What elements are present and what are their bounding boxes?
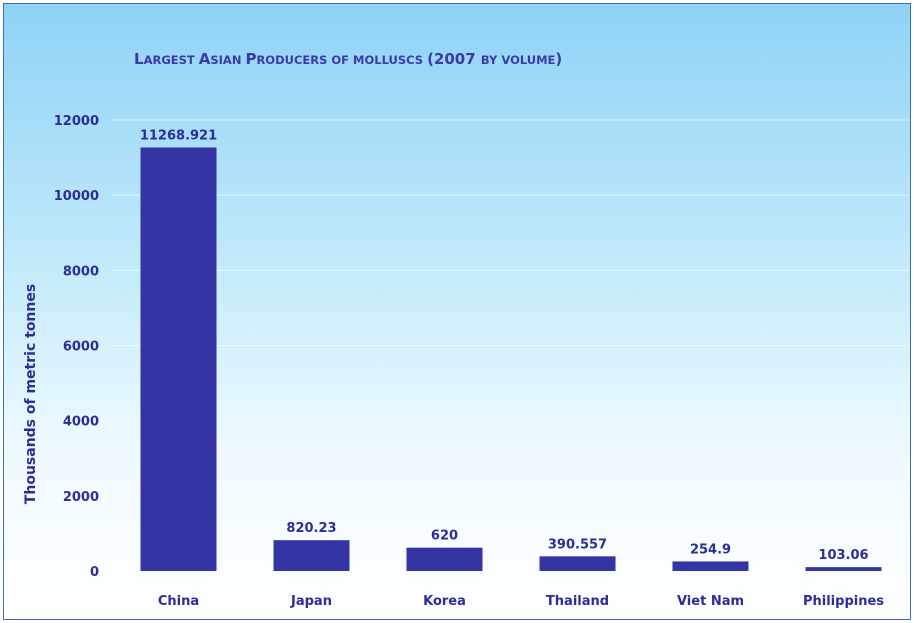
data-label: 103.06: [818, 548, 868, 563]
y-tick-label: 0: [90, 565, 99, 580]
data-label: 820.23: [286, 521, 336, 536]
bar-japan: [273, 540, 350, 571]
y-axis-ticks: 0 2000 4000 6000 8000 10000 12000: [54, 114, 99, 580]
chart-frame: LARGEST ASIAN PRODUCERS OF MOLLUSCS (200…: [3, 3, 911, 620]
x-category-label: Viet Nam: [677, 594, 744, 609]
chart-title-part: SIAN: [210, 53, 245, 67]
x-category-label: Thailand: [546, 594, 609, 609]
chart-title-part: BY VOLUME: [481, 53, 556, 67]
bar-philippines: [805, 567, 882, 571]
data-label: 390.557: [548, 537, 607, 552]
bar-chart: LARGEST ASIAN PRODUCERS OF MOLLUSCS (200…: [23, 50, 910, 609]
y-tick-label: 12000: [54, 114, 99, 129]
chart-title-part: A: [199, 50, 211, 68]
chart-title-part: RODUCERS OF MOLLUSCS: [256, 53, 427, 67]
y-tick-label: 4000: [63, 415, 99, 430]
data-label: 11268.921: [140, 128, 217, 143]
bar-thailand: [539, 556, 616, 571]
x-axis-categories: China Japan Korea Thailand Viet Nam Philippin…: [158, 594, 884, 609]
x-category-label: Philippines: [803, 594, 884, 609]
y-tick-label: 6000: [63, 340, 99, 355]
chart-title-part: L: [134, 50, 144, 68]
y-tick-label: 10000: [54, 189, 99, 204]
gridlines: [112, 119, 910, 497]
bar-korea: [406, 547, 483, 571]
data-label: 620: [431, 529, 458, 544]
bars: [140, 147, 882, 571]
data-label: 254.9: [690, 542, 731, 557]
chart-title-part: ): [555, 50, 562, 68]
y-tick-label: 2000: [63, 490, 99, 505]
chart-title-part: (2007: [427, 50, 481, 68]
y-tick-label: 8000: [63, 264, 99, 279]
y-axis-label: Thousands of metric tonnes: [23, 284, 39, 504]
bar-china: [140, 147, 217, 571]
chart-title-part: P: [245, 50, 256, 68]
chart-title: LARGEST ASIAN PRODUCERS OF MOLLUSCS (200…: [134, 50, 562, 68]
chart-title-part: ARGEST: [144, 53, 199, 67]
bar-viet-nam: [672, 561, 749, 571]
x-category-label: Japan: [290, 594, 332, 609]
x-category-label: Korea: [423, 594, 466, 609]
x-category-label: China: [158, 594, 199, 609]
data-labels: 11268.921 820.23 620 390.557 254.9 103.06: [140, 128, 869, 563]
